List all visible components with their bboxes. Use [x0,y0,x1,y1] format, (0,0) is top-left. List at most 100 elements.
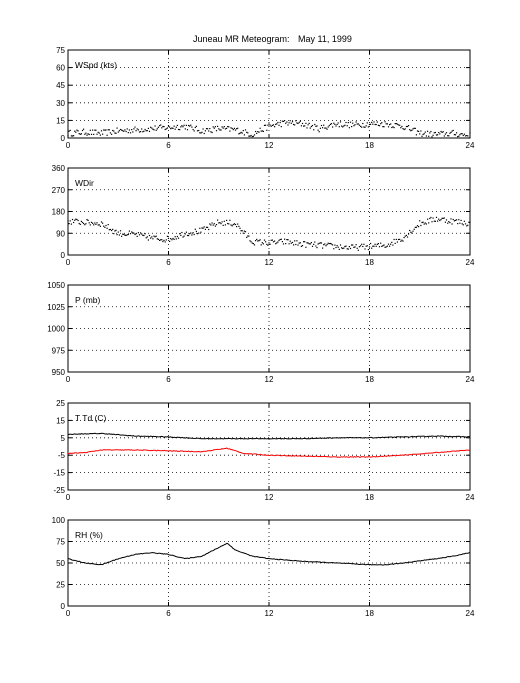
data-point [367,126,369,128]
data-point [86,134,88,136]
data-point [387,243,390,245]
data-point [193,130,195,132]
data-point [259,239,261,241]
data-point [150,237,152,239]
data-point [285,122,287,124]
data-point [243,230,245,232]
data-point [391,126,393,129]
data-point [126,128,128,130]
data-point [88,133,90,136]
data-point [278,124,280,126]
data-point [311,245,314,247]
data-point [179,129,181,131]
data-point [260,244,262,246]
data-point [435,216,438,218]
data-point [469,132,471,134]
y-tick-label: 25 [56,581,65,590]
data-point [450,131,452,133]
data-point [127,132,129,134]
data-point [80,220,82,222]
x-tick-label: 24 [466,609,475,618]
data-point [270,125,272,127]
data-point [253,244,256,246]
data-point [116,234,118,236]
x-tick-label: 24 [466,141,475,150]
data-point [439,133,441,135]
data-point [463,133,465,135]
data-point [201,131,203,133]
data-point [140,232,142,234]
data-point [162,240,164,243]
data-point [390,243,392,245]
data-point [135,130,137,132]
data-point [307,242,309,244]
data-point [286,121,288,123]
data-point [184,233,186,235]
data-point [459,134,461,136]
data-point [345,245,347,247]
data-point [405,125,407,128]
data-point [93,224,95,226]
data-point [115,229,117,231]
data-point [413,127,415,129]
data-point [210,224,212,226]
data-point [116,127,118,129]
data-point [425,135,427,137]
data-point [432,217,434,219]
data-point [295,243,297,246]
data-point [89,129,91,131]
y-tick-label: 1050 [47,281,65,290]
data-point [368,246,371,248]
x-tick-label: 0 [66,258,71,267]
data-point [276,123,278,125]
data-point [268,123,270,125]
data-point [303,241,305,243]
data-point [182,236,184,238]
data-point [408,125,410,127]
data-point [222,224,224,226]
y-tick-label: 50 [56,559,65,568]
data-point [152,128,154,130]
data-point [348,127,350,129]
data-point [434,220,436,222]
data-point [114,230,116,232]
data-point [344,245,346,248]
data-point [432,134,434,136]
data-point [265,241,267,243]
data-point [376,243,378,245]
data-point [299,120,301,122]
data-point [157,238,159,240]
y-tick-label: -25 [53,486,65,495]
data-point [396,123,398,125]
data-point [275,243,277,245]
y-tick-label: 15 [56,416,65,425]
series-line-temp-1 [67,447,471,458]
x-tick-label: 12 [265,609,274,618]
data-point [81,129,84,132]
y-tick-label: 25 [56,399,65,408]
data-point [383,126,385,128]
data-point [291,241,294,244]
data-point [310,242,312,244]
data-point [107,129,109,131]
data-point [356,123,358,125]
data-point [430,130,432,133]
data-point [192,232,194,234]
data-point [133,232,135,234]
data-point [460,219,462,221]
data-point [250,134,252,137]
data-point [94,222,96,224]
data-point [73,221,75,224]
data-point [224,128,226,130]
data-point [92,129,94,131]
data-point [246,236,248,238]
data-point [109,228,111,231]
data-point [279,121,281,124]
data-point [132,232,134,234]
data-point [423,133,425,135]
data-point [259,127,261,129]
data-point [400,240,402,242]
data-point [468,137,470,139]
data-point [239,132,241,134]
data-point [165,128,167,130]
